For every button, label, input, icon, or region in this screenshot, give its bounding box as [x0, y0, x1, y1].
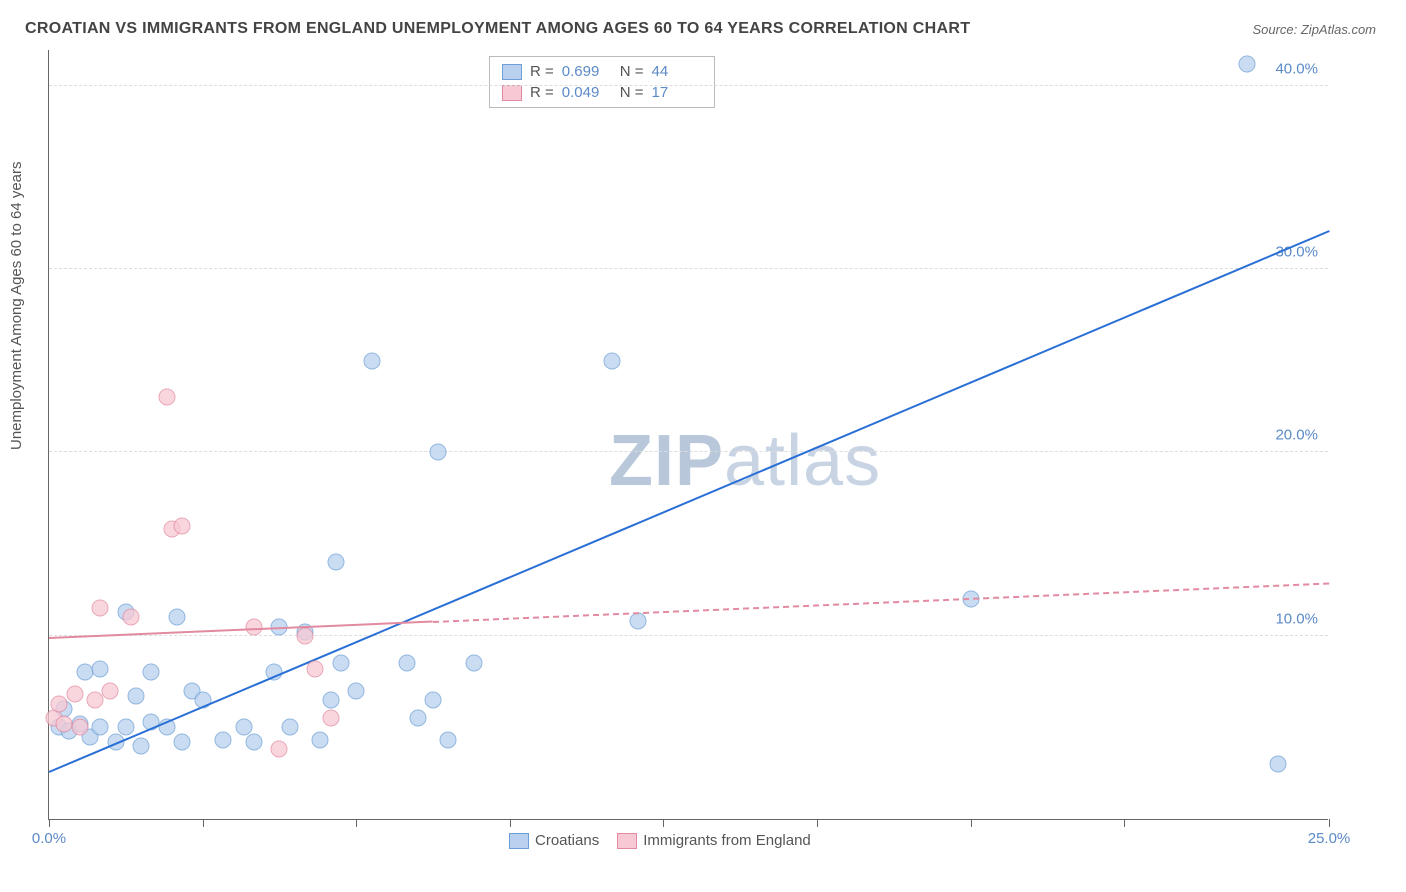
data-point — [87, 691, 104, 708]
legend-swatch — [502, 85, 522, 101]
watermark-bold: ZIP — [609, 421, 724, 501]
n-value: 44 — [652, 63, 702, 80]
data-point — [312, 732, 329, 749]
x-tick — [663, 819, 664, 827]
data-point — [92, 600, 109, 617]
data-point — [271, 741, 288, 758]
legend-label: Immigrants from England — [643, 832, 811, 849]
data-point — [327, 554, 344, 571]
data-point — [307, 660, 324, 677]
x-tick-label: 0.0% — [32, 830, 66, 847]
watermark: ZIPatlas — [609, 420, 881, 502]
data-point — [348, 682, 365, 699]
data-point — [174, 734, 191, 751]
data-point — [430, 444, 447, 461]
data-point — [122, 609, 139, 626]
data-point — [128, 688, 145, 705]
legend-label: Croatians — [535, 832, 599, 849]
data-point — [1239, 55, 1256, 72]
r-label: R = — [530, 84, 554, 101]
trend-line — [433, 582, 1329, 622]
r-value: 0.699 — [562, 63, 612, 80]
chart-title: CROATIAN VS IMMIGRANTS FROM ENGLAND UNEM… — [25, 20, 970, 38]
x-tick — [510, 819, 511, 827]
legend-swatch — [502, 64, 522, 80]
source-label: Source: ZipAtlas.com — [1252, 22, 1376, 37]
series-legend: Croatians Immigrants from England — [509, 832, 811, 849]
data-point — [158, 389, 175, 406]
data-point — [322, 710, 339, 727]
x-tick — [817, 819, 818, 827]
correlation-legend: R = 0.699 N = 44 R = 0.049 N = 17 — [489, 56, 715, 108]
x-tick — [203, 819, 204, 827]
data-point — [133, 737, 150, 754]
data-point — [363, 352, 380, 369]
y-axis-label: Unemployment Among Ages 60 to 64 years — [8, 161, 25, 450]
data-point — [215, 732, 232, 749]
data-point — [281, 719, 298, 736]
legend-swatch — [617, 833, 637, 849]
data-point — [604, 352, 621, 369]
x-tick — [1124, 819, 1125, 827]
x-tick-label: 25.0% — [1308, 830, 1351, 847]
data-point — [76, 664, 93, 681]
n-value: 17 — [652, 84, 702, 101]
gridline — [49, 268, 1328, 269]
n-label: N = — [620, 84, 644, 101]
data-point — [143, 664, 160, 681]
gridline — [49, 85, 1328, 86]
data-point — [66, 686, 83, 703]
gridline — [49, 451, 1328, 452]
data-point — [440, 732, 457, 749]
legend-row: R = 0.699 N = 44 — [502, 61, 702, 82]
data-point — [117, 719, 134, 736]
y-tick-label: 20.0% — [1275, 427, 1318, 444]
data-point — [51, 695, 68, 712]
data-point — [174, 517, 191, 534]
data-point — [629, 613, 646, 630]
y-tick-label: 10.0% — [1275, 610, 1318, 627]
data-point — [425, 691, 442, 708]
legend-swatch — [509, 833, 529, 849]
legend-item: Immigrants from England — [617, 832, 811, 849]
data-point — [322, 691, 339, 708]
data-point — [102, 682, 119, 699]
n-label: N = — [620, 63, 644, 80]
trend-line — [49, 230, 1330, 773]
data-point — [297, 627, 314, 644]
data-point — [465, 655, 482, 672]
x-tick — [971, 819, 972, 827]
legend-item: Croatians — [509, 832, 599, 849]
data-point — [71, 719, 88, 736]
r-value: 0.049 — [562, 84, 612, 101]
data-point — [409, 710, 426, 727]
x-tick — [49, 819, 50, 827]
data-point — [245, 734, 262, 751]
data-point — [332, 655, 349, 672]
data-point — [399, 655, 416, 672]
data-point — [56, 715, 73, 732]
x-tick — [1329, 819, 1330, 827]
y-tick-label: 40.0% — [1275, 60, 1318, 77]
gridline — [49, 635, 1328, 636]
data-point — [169, 609, 186, 626]
data-point — [245, 618, 262, 635]
plot-area: ZIPatlas R =0.699N =44R =0.049N =17 Croa… — [48, 50, 1328, 820]
data-point — [1269, 756, 1286, 773]
x-tick — [356, 819, 357, 827]
trend-line — [49, 621, 433, 639]
data-point — [92, 660, 109, 677]
r-label: R = — [530, 63, 554, 80]
watermark-light: atlas — [724, 421, 881, 501]
data-point — [92, 719, 109, 736]
